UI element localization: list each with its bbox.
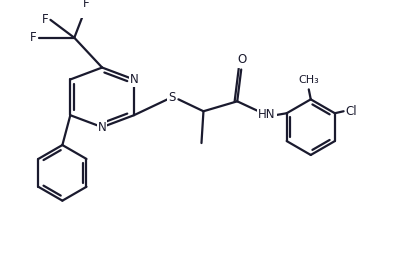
Text: O: O (237, 53, 246, 66)
Text: F: F (83, 0, 90, 10)
Text: HN: HN (258, 108, 276, 121)
Text: F: F (30, 31, 37, 44)
Text: N: N (130, 73, 138, 86)
Text: CH₃: CH₃ (298, 75, 319, 85)
Text: S: S (168, 91, 175, 104)
Text: N: N (98, 121, 107, 134)
Text: Cl: Cl (346, 105, 357, 118)
Text: F: F (42, 13, 49, 26)
